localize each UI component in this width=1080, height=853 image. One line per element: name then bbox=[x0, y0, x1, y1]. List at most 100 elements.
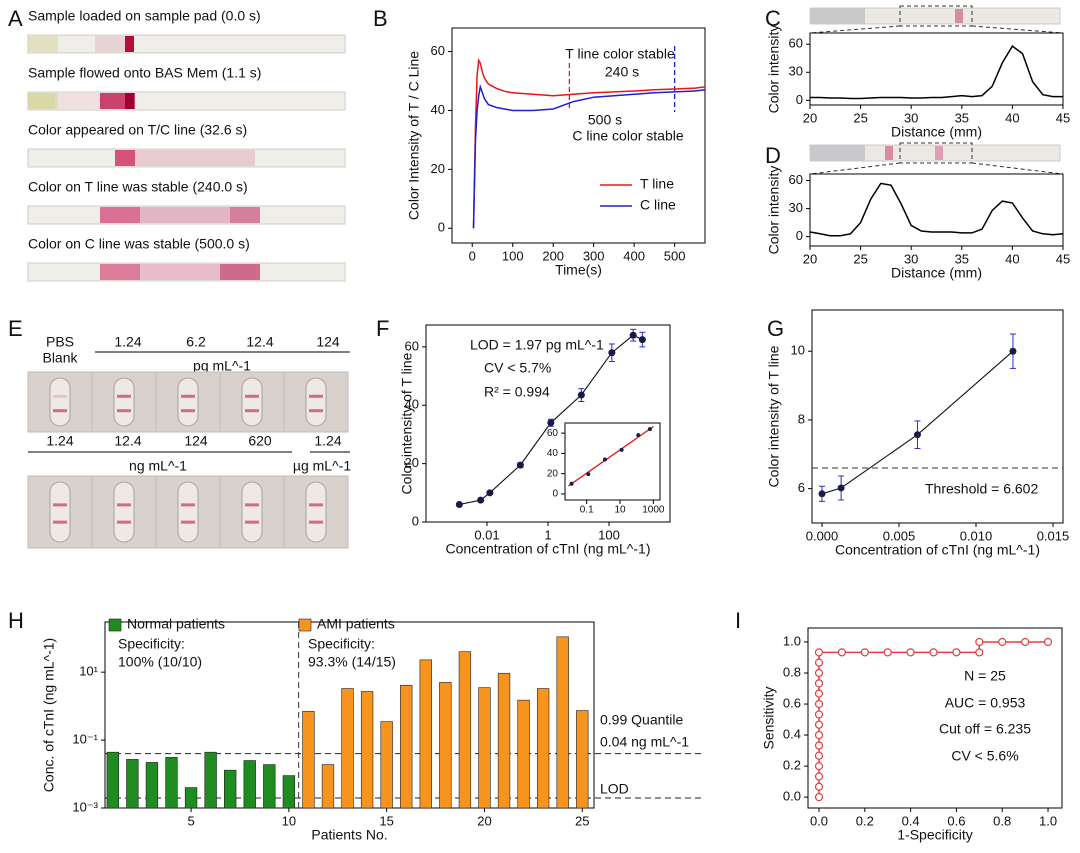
x-tick-label: 30 bbox=[904, 110, 918, 125]
zoom-line bbox=[971, 25, 1064, 34]
x-tick-label: 1 bbox=[544, 527, 551, 542]
y-tick-label: 0 bbox=[438, 220, 445, 235]
label: 1.24 bbox=[114, 334, 141, 350]
x-tick-label: 35 bbox=[955, 251, 969, 266]
legend-label: Normal patients bbox=[127, 616, 225, 632]
x-axis-label: Patients No. bbox=[311, 827, 387, 843]
bar bbox=[517, 699, 530, 809]
strip-band bbox=[135, 150, 255, 166]
strip-band bbox=[100, 264, 140, 280]
bar bbox=[282, 775, 296, 809]
x-tick-label: 100 bbox=[502, 248, 524, 263]
x-tick-label: 10 bbox=[614, 505, 626, 516]
y-tick-label: 10¹ bbox=[79, 664, 98, 679]
panel-label: I bbox=[735, 608, 741, 633]
point bbox=[636, 433, 641, 438]
strip-band bbox=[885, 146, 893, 160]
marker bbox=[814, 762, 824, 771]
window bbox=[177, 377, 199, 427]
zoom-box bbox=[899, 142, 973, 164]
plot-frame bbox=[807, 627, 1063, 809]
bar bbox=[556, 636, 569, 809]
panel-label: D bbox=[765, 143, 781, 168]
bar bbox=[204, 751, 217, 809]
x-tick-label: 35 bbox=[955, 110, 969, 125]
marker bbox=[975, 648, 984, 657]
bar bbox=[321, 764, 335, 809]
marker bbox=[814, 689, 824, 698]
point bbox=[516, 461, 524, 469]
point bbox=[818, 490, 826, 498]
y-tick-label: 60 bbox=[789, 36, 803, 51]
annotation: Specificity: bbox=[308, 636, 375, 652]
label: 620 bbox=[248, 433, 272, 449]
bar bbox=[458, 651, 472, 809]
zoom-line bbox=[809, 162, 901, 175]
y-axis-label: Color intensity bbox=[766, 166, 782, 255]
control-line bbox=[181, 520, 195, 524]
y-axis-label: Sensitivity bbox=[761, 686, 777, 749]
y-axis-label: Conc. of cTnI (ng mL^-1) bbox=[41, 638, 57, 792]
y-tick-label: 20 bbox=[431, 161, 445, 176]
point bbox=[913, 431, 921, 439]
strip-d bbox=[809, 142, 1064, 175]
x-tick-label: 20 bbox=[803, 110, 817, 125]
window bbox=[305, 377, 327, 427]
window bbox=[113, 481, 135, 543]
line-series bbox=[809, 182, 1064, 237]
test-line bbox=[309, 394, 323, 398]
y-tick-label: 8 bbox=[798, 411, 805, 426]
y-tick-label: 0 bbox=[412, 513, 419, 528]
y-tick-label: 0.4 bbox=[783, 727, 801, 742]
annotation: CV < 5.6% bbox=[951, 748, 1018, 764]
label: 12.4 bbox=[114, 433, 141, 449]
zoom-line bbox=[809, 25, 901, 34]
marker bbox=[814, 751, 824, 760]
label: 6.2 bbox=[186, 334, 206, 350]
window bbox=[305, 481, 327, 543]
y-axis-label: Color intensity of T line bbox=[766, 345, 782, 487]
y-tick-label: 60 bbox=[405, 338, 419, 353]
x-tick-label: 0 bbox=[469, 248, 476, 263]
y-tick-label: 6 bbox=[798, 480, 805, 495]
y-tick-label: 40 bbox=[547, 448, 559, 459]
panel-a: Sample loaded on sample pad (0.0 s) Samp… bbox=[28, 8, 261, 252]
annotation: T line color stable bbox=[565, 46, 675, 62]
point bbox=[837, 484, 845, 492]
strip bbox=[27, 34, 346, 54]
x-tick-label: 30 bbox=[904, 251, 918, 266]
marker bbox=[837, 648, 846, 657]
panel-label: H bbox=[8, 608, 24, 633]
point bbox=[638, 336, 646, 344]
bar bbox=[263, 764, 276, 809]
zoom-line bbox=[971, 162, 1064, 175]
bar bbox=[184, 787, 198, 809]
label: 124 bbox=[184, 433, 208, 449]
marker bbox=[906, 648, 915, 657]
annotation: C line color stable bbox=[572, 128, 683, 144]
panel-label: G bbox=[767, 316, 784, 341]
test-line bbox=[117, 394, 131, 398]
window bbox=[177, 481, 199, 543]
bar bbox=[224, 769, 237, 809]
point bbox=[477, 496, 485, 504]
control-line bbox=[309, 520, 323, 524]
marker bbox=[952, 648, 961, 657]
y-tick-label: 10⁻³ bbox=[72, 799, 98, 814]
x-axis-label: Distance (mm) bbox=[891, 124, 982, 140]
label: 124 bbox=[316, 334, 340, 350]
x-tick-label: 0.000 bbox=[806, 528, 839, 543]
x-tick-label: 0.8 bbox=[993, 813, 1011, 828]
window bbox=[49, 377, 71, 427]
bar bbox=[380, 721, 393, 809]
bar bbox=[576, 710, 589, 809]
annotation: Cut off = 6.235 bbox=[939, 721, 1031, 737]
annotation: AUC = 0.953 bbox=[945, 695, 1026, 711]
test-line bbox=[181, 503, 195, 507]
x-tick-label: 0.1 bbox=[580, 505, 594, 516]
y-tick-label: 0.2 bbox=[783, 758, 801, 773]
reference-label: LOD bbox=[600, 781, 629, 797]
x-tick-label: 40 bbox=[1005, 251, 1019, 266]
label: 1.24 bbox=[46, 433, 73, 449]
